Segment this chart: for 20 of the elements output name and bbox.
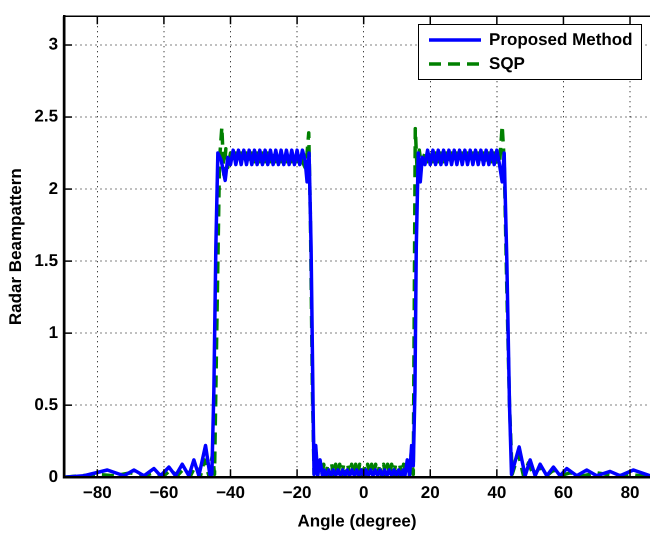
x-axis-title: Angle (degree) — [298, 511, 417, 530]
legend-label: SQP — [489, 53, 525, 76]
x-tick-label: 60 — [554, 483, 573, 502]
y-tick-label: 1.5 — [34, 250, 58, 270]
x-tick-label: 20 — [420, 483, 440, 502]
y-tick-label: 0.5 — [34, 394, 58, 414]
legend-label: Proposed Method — [489, 29, 633, 52]
x-tick-label: 40 — [487, 483, 506, 502]
x-tick-label: −80 — [82, 483, 112, 502]
y-tick-label: 3 — [48, 34, 58, 54]
y-tick-label: 0 — [48, 466, 58, 486]
x-tick-label: −20 — [282, 483, 312, 502]
y-tick-label: 1 — [48, 322, 58, 342]
x-tick-label: −60 — [149, 483, 178, 502]
y-tick-label: 2 — [48, 178, 58, 198]
y-axis-title: Radar Beampattern — [6, 168, 25, 326]
x-tick-label: −40 — [216, 483, 245, 502]
x-tick-label: 0 — [358, 483, 368, 502]
y-tick-label: 2.5 — [34, 106, 58, 126]
x-tick-label: 80 — [620, 483, 640, 502]
